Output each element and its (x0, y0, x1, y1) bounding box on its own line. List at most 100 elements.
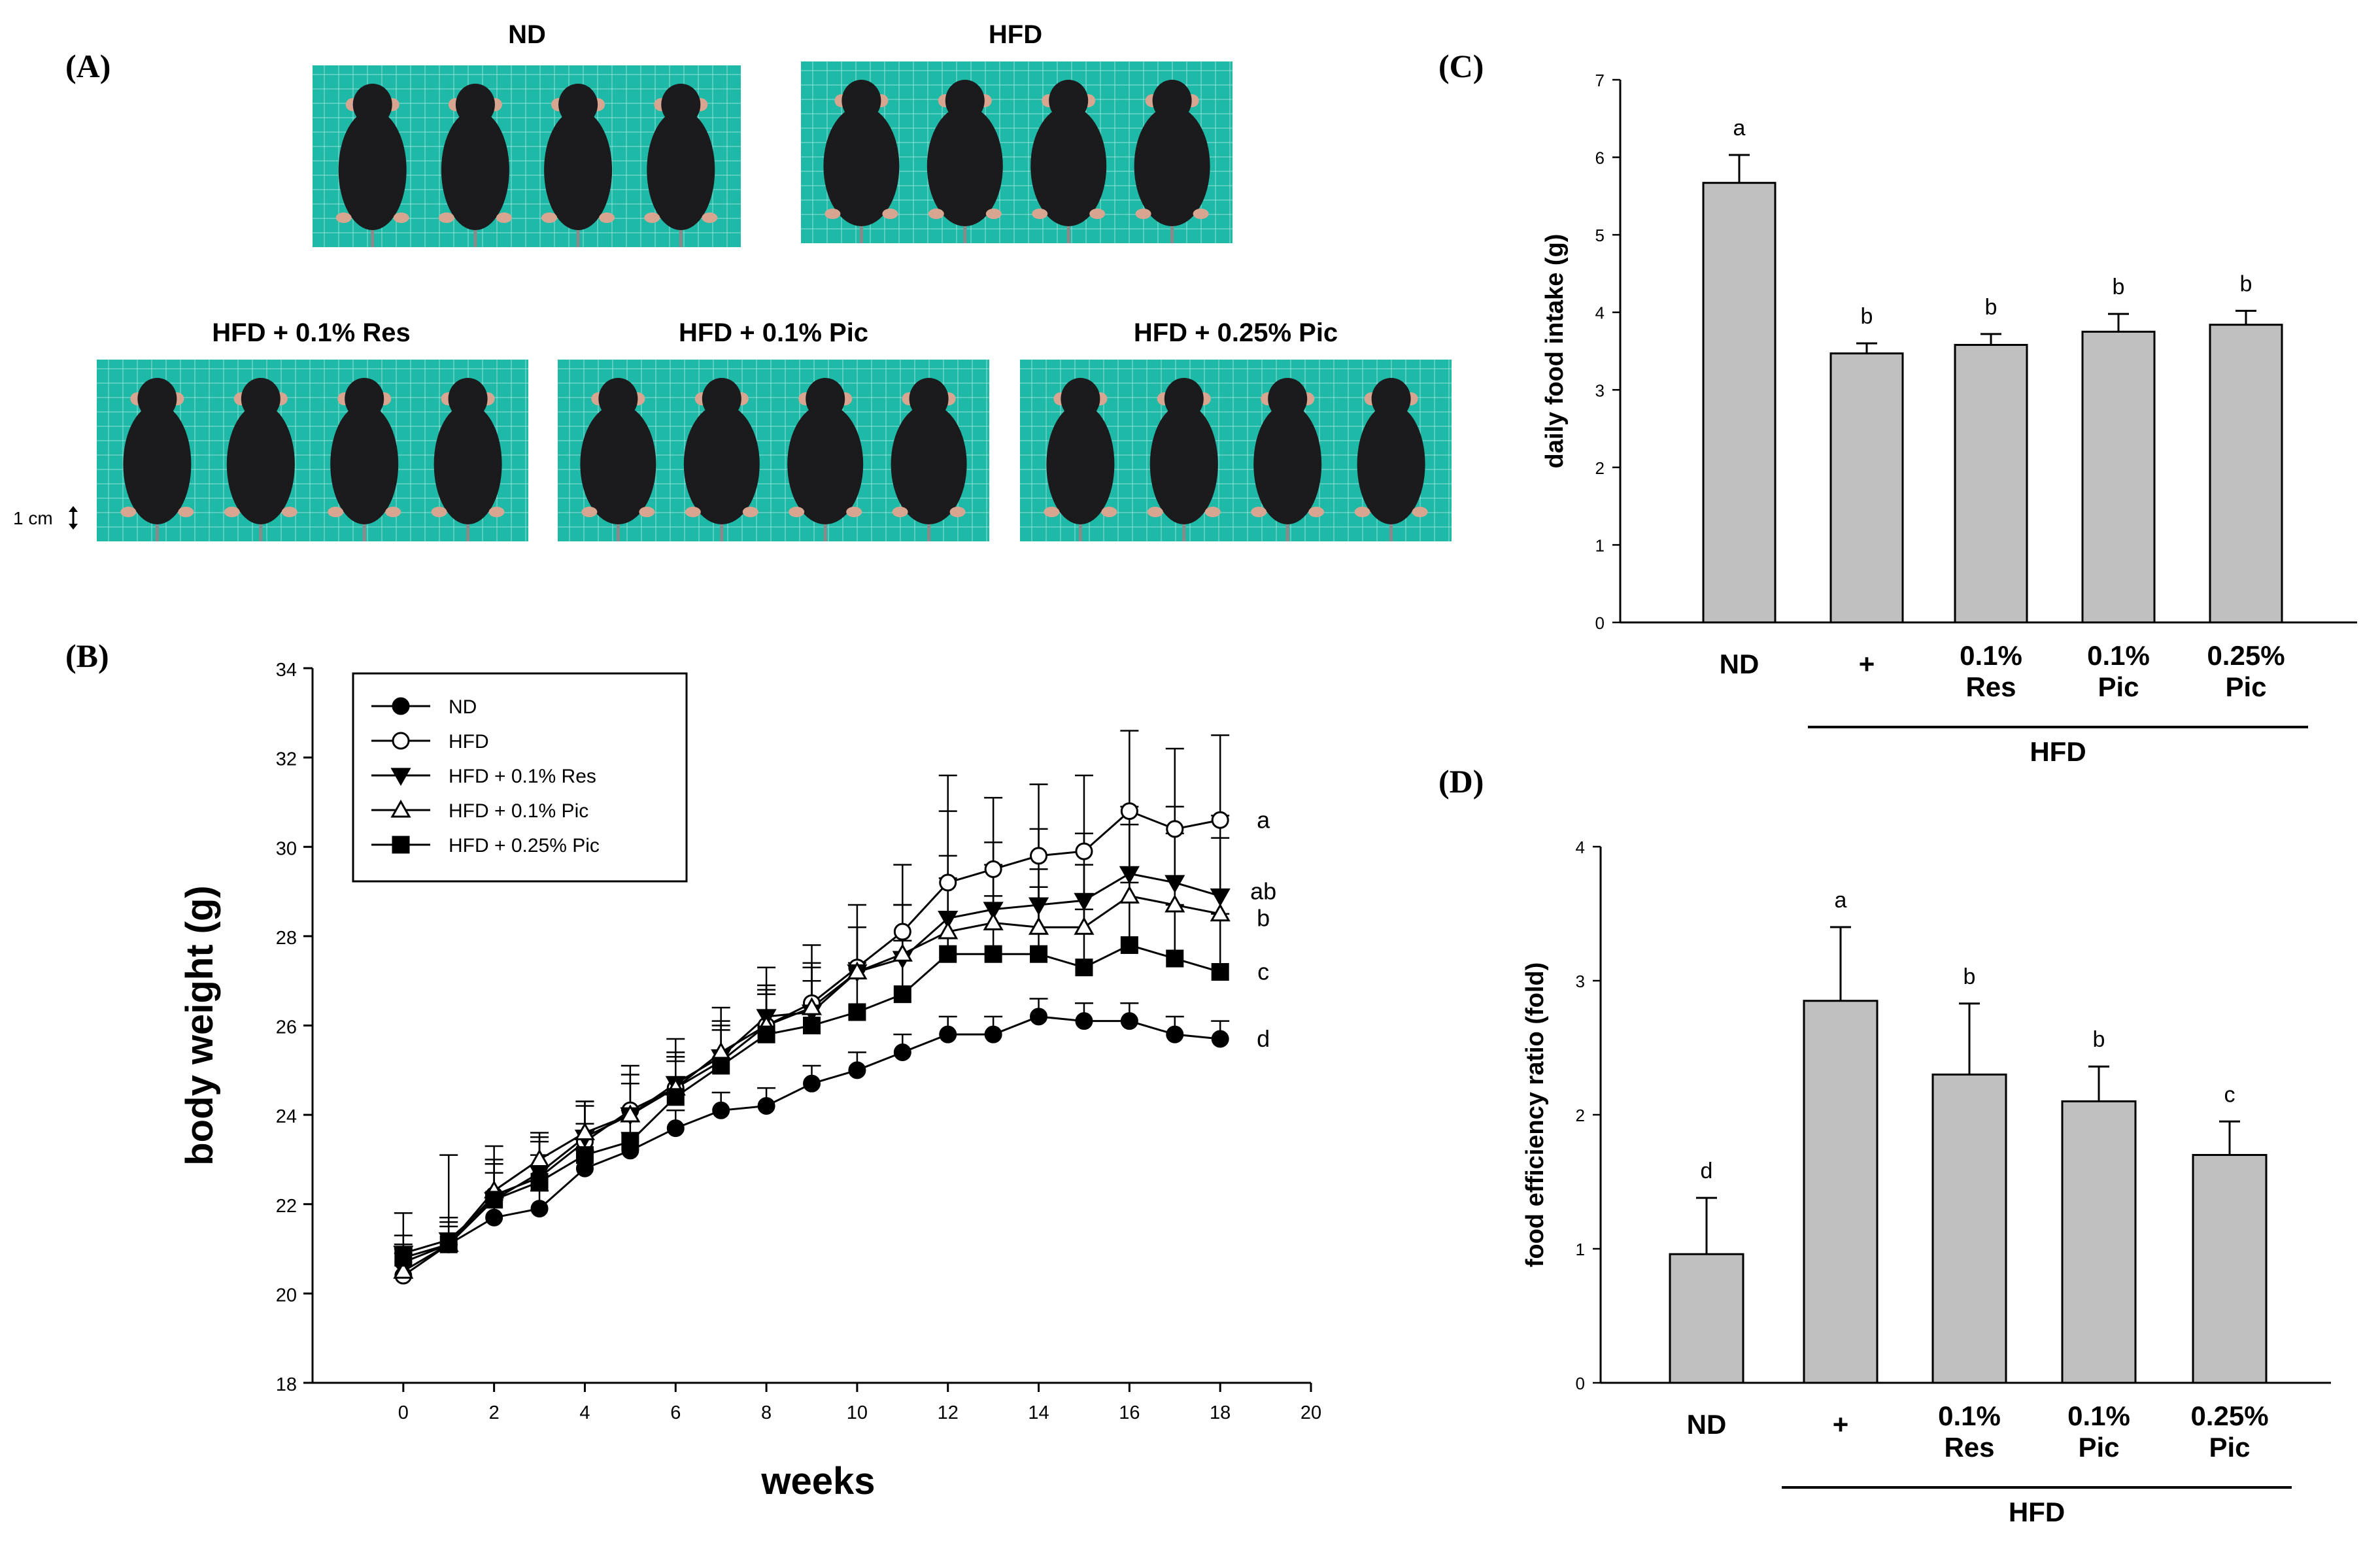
paw (1251, 507, 1267, 517)
mouse-silhouette-icon (580, 378, 656, 541)
mouse-silhouette-icon (431, 378, 505, 541)
mouse-photo (313, 65, 741, 247)
data-point (938, 921, 959, 940)
data-point (803, 1074, 821, 1093)
data-point (1211, 963, 1229, 981)
data-point (1210, 903, 1231, 922)
y-tick-label: 0 (1595, 613, 1605, 633)
significance-label: b (1257, 905, 1270, 932)
data-point (984, 945, 1002, 963)
mouse-silhouette-icon (644, 84, 718, 247)
paw (1101, 507, 1117, 517)
data-point (848, 1061, 866, 1079)
panel-label-b: (B) (65, 637, 109, 674)
mouse-silhouette-icon (1134, 80, 1210, 243)
data-point (803, 1017, 821, 1034)
paw (702, 212, 718, 223)
scale-bar-arrow-icon (69, 506, 78, 530)
x-axis-title: weeks (760, 1460, 875, 1502)
body (891, 404, 967, 524)
paw (928, 209, 944, 219)
paw (742, 507, 758, 517)
mouse-silhouette-icon (683, 378, 760, 541)
significance-label: b (2240, 271, 2252, 296)
data-point (892, 943, 913, 962)
significance-label: b (1964, 964, 1976, 989)
mouse-silhouette-icon (1354, 378, 1428, 541)
legend-marker (392, 836, 410, 854)
paw (1412, 507, 1428, 517)
legend-label: HFD + 0.1% Pic (449, 800, 588, 822)
category-label: 0.1% Res (1938, 1400, 2001, 1463)
mouse-photo (558, 360, 989, 541)
paw (949, 507, 966, 517)
mouse-silhouette-icon (823, 80, 900, 243)
data-point (983, 902, 1004, 920)
data-point (1166, 820, 1184, 838)
bar (1931, 1074, 2007, 1384)
y-tick-label: 6 (1595, 148, 1605, 168)
paw (541, 212, 558, 223)
bar (2192, 1154, 2268, 1384)
bar (1803, 1000, 1878, 1384)
category-label: 0.25% Pic (2190, 1400, 2268, 1463)
paw (496, 212, 512, 223)
x-tick-label: 0 (398, 1402, 409, 1423)
paw (120, 507, 137, 517)
significance-label: d (1257, 1025, 1270, 1052)
bar (1829, 352, 1904, 624)
category-label: 0.1% Res (1960, 640, 2022, 702)
y-tick-label: 30 (276, 838, 297, 859)
data-point (529, 1149, 550, 1167)
photo-title-hfd-res: HFD + 0.1% Res (212, 318, 410, 347)
paw (846, 507, 862, 517)
data-point (939, 945, 957, 963)
body (123, 404, 192, 524)
mouse-silhouette-icon (891, 378, 967, 541)
paw (824, 209, 841, 219)
y-tick-label: 2 (1576, 1106, 1585, 1125)
body (683, 404, 760, 524)
data-point (393, 1261, 414, 1279)
significance-label: d (1701, 1159, 1713, 1183)
data-point (1030, 847, 1048, 865)
data-point (485, 1208, 503, 1227)
category-label: + (1833, 1409, 1849, 1440)
series-markers-2 (393, 866, 1231, 1264)
bar (2061, 1100, 2137, 1384)
series-markers-4 (394, 936, 1229, 1267)
data-point (1210, 888, 1231, 907)
paw (985, 209, 1002, 219)
data-point (801, 997, 823, 1015)
y-tick-label: 2 (1595, 458, 1605, 478)
x-tick-label: 20 (1300, 1402, 1321, 1423)
significance-label: ab (1250, 878, 1276, 905)
y-tick-label: 1 (1595, 535, 1605, 555)
paw (1044, 507, 1060, 517)
paw (328, 507, 344, 517)
body (441, 110, 509, 230)
mouse-silhouette-icon (120, 378, 194, 541)
significance-label: b (2093, 1027, 2105, 1052)
paw (178, 507, 194, 517)
paw (224, 507, 240, 517)
data-point (530, 1173, 549, 1191)
data-point (1030, 1008, 1048, 1026)
data-point (939, 873, 957, 892)
paw (385, 507, 401, 517)
data-point (757, 1025, 775, 1043)
paw (599, 212, 615, 223)
panel-label-c: (C) (1438, 48, 1484, 84)
panel-label-d: (D) (1438, 763, 1484, 800)
data-point (712, 1101, 730, 1119)
category-label: ND (1687, 1409, 1727, 1440)
data-point (1074, 917, 1095, 935)
paw (393, 212, 409, 223)
x-tick-label: 16 (1119, 1402, 1140, 1423)
legend-marker (392, 697, 410, 715)
data-point (984, 860, 1002, 878)
data-point (939, 1025, 957, 1043)
x-tick-label: 12 (938, 1402, 959, 1423)
paw (1308, 507, 1325, 517)
data-point (621, 1132, 639, 1151)
